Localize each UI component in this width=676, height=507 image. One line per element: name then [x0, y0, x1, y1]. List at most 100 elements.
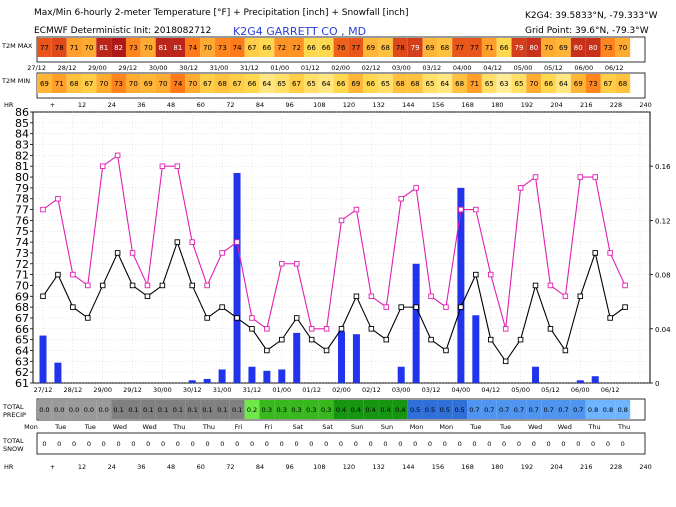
t2m-max-value: 77: [470, 44, 479, 52]
total-precip-cell: [318, 400, 334, 419]
t2m-min-value: 66: [337, 80, 346, 88]
total-precip-value: 0.3: [277, 406, 287, 414]
day-label: Sun: [351, 423, 363, 431]
min-temp-point: [473, 271, 479, 278]
hr-label-bottom: 96: [286, 463, 294, 471]
t2m-min-value: 65: [485, 80, 494, 88]
max-temp-point: [577, 174, 584, 180]
total-precip-cell: [170, 400, 186, 419]
hr-label: 180: [491, 101, 503, 109]
hr-label-bottom: +: [50, 463, 55, 471]
t2m-min-cell: [541, 74, 557, 93]
hr-label: 144: [402, 101, 414, 109]
t2m-min-value: 69: [144, 80, 153, 88]
hr-label-bottom: 180: [491, 463, 503, 471]
total-precip-value: 0.4: [336, 406, 346, 414]
max-temp-point: [249, 315, 255, 321]
total-precip-value: 0.3: [291, 406, 301, 414]
day-label: Sat: [322, 423, 333, 431]
t2m-max-cell: [229, 38, 245, 57]
x-date-label: 03/00: [392, 386, 411, 394]
t2m-max-cell: [452, 38, 468, 57]
t2m-min-cell: [378, 74, 393, 93]
t2m-min-value: 73: [589, 80, 598, 88]
day-label: Thu: [202, 423, 215, 431]
precip-bar: [457, 187, 465, 383]
min-temp-point: [189, 282, 195, 289]
max-date-label: 02/12: [362, 64, 381, 72]
total-precip-cell: [452, 400, 468, 419]
t2m-min-value: 70: [99, 80, 108, 88]
total-snow-value: 0: [280, 440, 284, 448]
total-precip-cell: [556, 400, 571, 419]
y-tick-label: 72: [15, 258, 29, 271]
t2m-max-cell: [437, 38, 453, 57]
max-temp-point: [264, 326, 270, 332]
total-precip-cell: [422, 400, 438, 419]
min-temp-point: [159, 282, 166, 289]
x-date-label: 04/12: [481, 386, 500, 394]
t2m-max-cell: [467, 38, 482, 57]
total-snow-value: 0: [146, 440, 150, 448]
precip-bar: [352, 334, 360, 383]
total-precip-value: 0.1: [128, 406, 138, 414]
min-temp-point: [70, 304, 76, 310]
total-precip-value: 0.5: [440, 406, 450, 414]
t2m-max-cell: [333, 38, 349, 57]
max-temp-point: [174, 163, 181, 169]
day-label: Mon: [410, 423, 424, 431]
y-tick-label: 82: [15, 149, 29, 162]
y-tick-label: 79: [15, 182, 29, 195]
y-tick-label: 78: [15, 193, 29, 206]
hr-label: 48: [167, 101, 175, 109]
total-snow-label: TOTAL: [2, 437, 24, 445]
t2m-min-value: 68: [618, 80, 627, 88]
hr-label: 204: [550, 101, 562, 109]
min-temp-point: [398, 304, 404, 310]
min-temp-point: [353, 293, 360, 300]
t2m-min-value: 67: [292, 80, 301, 88]
precip-bar: [39, 335, 47, 383]
hr-label-bottom: 216: [580, 463, 592, 471]
t2m-min-value: 63: [500, 80, 509, 88]
t2m-min-cell: [111, 74, 126, 93]
t2m-max-value: 66: [500, 44, 509, 52]
t2m-max-cell: [259, 38, 275, 57]
max-temp-point: [607, 250, 613, 256]
hr-label-bottom: 48: [167, 463, 175, 471]
t2m-min-value: 68: [70, 80, 79, 88]
day-label: Tue: [54, 423, 66, 431]
total-precip-value: 0.4: [351, 406, 361, 414]
x-date-label: 29/12: [123, 386, 142, 394]
total-precip-cell: [244, 400, 260, 419]
hr-label-bottom: 204: [550, 463, 562, 471]
total-snow-value: 0: [383, 440, 387, 448]
total-precip-cell: [37, 400, 52, 419]
max-temp-point: [532, 174, 539, 180]
t2m-min-cell: [467, 74, 482, 93]
total-snow-value: 0: [220, 440, 224, 448]
t2m-min-value: 68: [455, 80, 464, 88]
t2m-max-cell: [274, 38, 290, 57]
t2m-max-value: 80: [589, 44, 598, 52]
total-precip-cell: [600, 400, 616, 419]
total-precip-cell: [140, 400, 156, 419]
hr-label: 192: [521, 101, 533, 109]
min-temp-point: [622, 304, 628, 310]
t2m-max-value: 78: [396, 44, 405, 52]
total-precip-value: 0.0: [54, 406, 64, 414]
total-precip-value: 0.1: [217, 406, 227, 414]
min-temp-point: [458, 304, 464, 310]
total-precip-value: 0.1: [202, 406, 212, 414]
total-snow-value: 0: [205, 440, 209, 448]
min-temp-point: [85, 315, 91, 321]
t2m-min-cell: [526, 74, 542, 93]
t2m-min-value: 64: [322, 80, 331, 88]
max-temp-point: [592, 174, 598, 180]
t2m-min-value: 71: [470, 80, 479, 88]
t2m-min-value: 69: [40, 80, 49, 88]
min-temp-point: [547, 326, 554, 332]
t2m-min-value: 70: [529, 80, 538, 88]
min-temp-point: [323, 347, 330, 354]
precip-bar: [338, 331, 345, 383]
